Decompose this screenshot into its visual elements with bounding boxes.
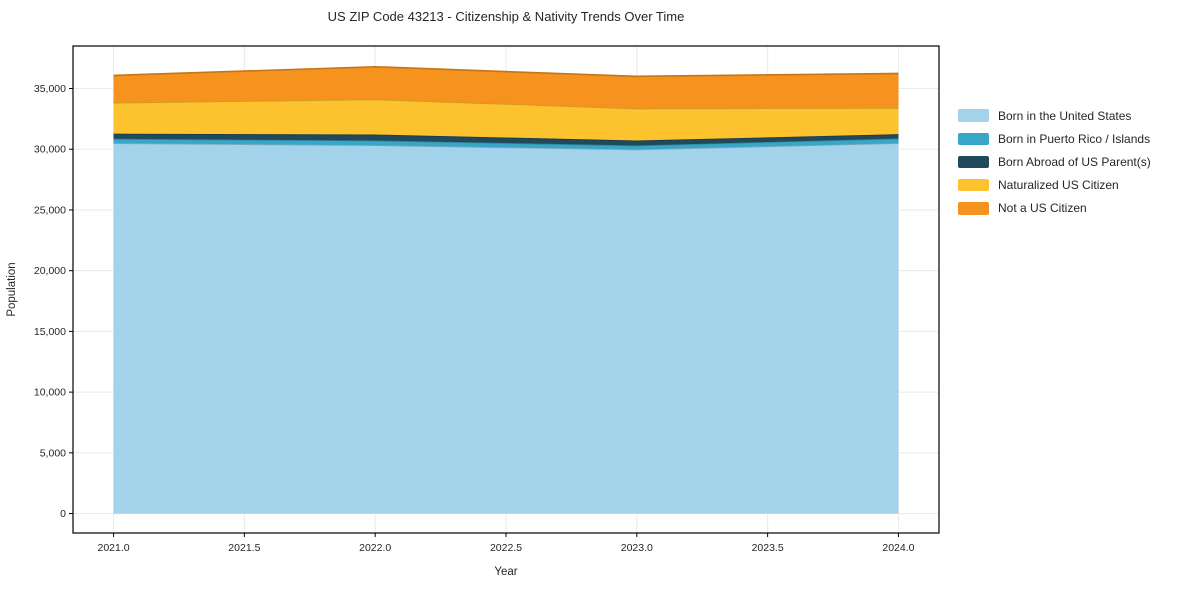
- svg-text:2021.0: 2021.0: [97, 542, 129, 554]
- legend-swatch-puerto-rico: [958, 132, 989, 146]
- svg-text:Year: Year: [494, 566, 517, 578]
- legend-item: Born in the United States: [958, 104, 1151, 127]
- legend-label: Born in Puerto Rico / Islands: [998, 131, 1151, 146]
- legend-swatch-not-citizen: [958, 202, 989, 215]
- legend-label: Naturalized US Citizen: [998, 178, 1119, 193]
- svg-text:15,000: 15,000: [34, 326, 66, 338]
- svg-text:0: 0: [60, 508, 66, 520]
- svg-text:25,000: 25,000: [34, 204, 66, 216]
- svg-text:20,000: 20,000: [34, 265, 66, 277]
- svg-text:35,000: 35,000: [34, 83, 66, 95]
- svg-text:Population: Population: [6, 262, 18, 316]
- svg-text:30,000: 30,000: [34, 144, 66, 156]
- svg-text:2022.5: 2022.5: [490, 542, 522, 554]
- svg-text:2023.0: 2023.0: [621, 542, 653, 554]
- svg-text:5,000: 5,000: [40, 447, 66, 459]
- svg-text:2022.0: 2022.0: [359, 542, 391, 554]
- legend: Born in the United States Born in Puerto…: [958, 104, 1151, 220]
- legend-item: Born in Puerto Rico / Islands: [958, 127, 1151, 150]
- legend-item: Not a US Citizen: [958, 197, 1151, 220]
- legend-swatch-born-us: [958, 109, 989, 122]
- chart-title: US ZIP Code 43213 - Citizenship & Nativi…: [327, 9, 685, 24]
- legend-swatch-naturalized: [958, 178, 989, 192]
- legend-label: Born in the United States: [998, 108, 1132, 123]
- legend-label: Not a US Citizen: [998, 201, 1087, 216]
- svg-text:2021.5: 2021.5: [228, 542, 260, 554]
- svg-text:10,000: 10,000: [34, 387, 66, 399]
- svg-text:2024.0: 2024.0: [882, 542, 914, 554]
- legend-swatch-born-abroad: [958, 155, 989, 169]
- legend-item: Naturalized US Citizen: [958, 174, 1151, 197]
- svg-text:2023.5: 2023.5: [752, 542, 784, 554]
- legend-label: Born Abroad of US Parent(s): [998, 154, 1151, 169]
- legend-item: Born Abroad of US Parent(s): [958, 150, 1151, 173]
